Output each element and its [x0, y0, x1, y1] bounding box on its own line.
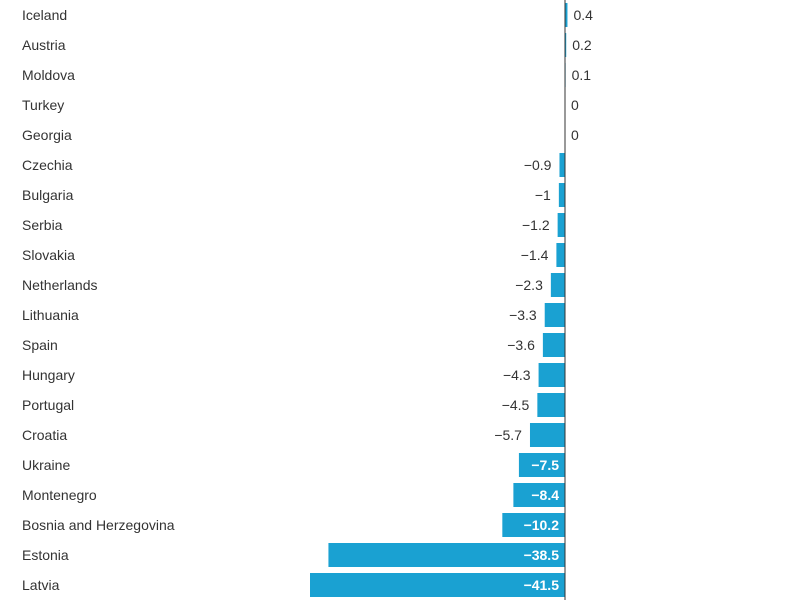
bar-portugal	[537, 393, 565, 417]
category-label-lithuania: Lithuania	[22, 307, 79, 323]
category-label-portugal: Portugal	[22, 397, 74, 413]
value-label-ukraine: −7.5	[531, 457, 559, 473]
value-label-austria: 0.2	[572, 37, 592, 53]
bar-serbia	[557, 213, 565, 237]
category-label-hungary: Hungary	[22, 367, 75, 383]
category-label-turkey: Turkey	[22, 97, 64, 113]
value-label-turkey: 0	[571, 97, 579, 113]
category-label-spain: Spain	[22, 337, 58, 353]
bar-austria	[565, 33, 567, 57]
value-label-croatia: −5.7	[494, 427, 522, 443]
category-label-slovakia: Slovakia	[22, 247, 75, 263]
category-label-ukraine: Ukraine	[22, 457, 70, 473]
category-label-netherlands: Netherlands	[22, 277, 98, 293]
bar-slovakia	[556, 243, 565, 267]
bar-croatia	[529, 423, 565, 447]
category-label-serbia: Serbia	[22, 217, 63, 233]
category-label-croatia: Croatia	[22, 427, 67, 443]
bar-montenegro	[513, 483, 565, 507]
bar-bulgaria	[558, 183, 565, 207]
bar-latvia	[310, 573, 565, 597]
bar-lithuania	[544, 303, 565, 327]
category-label-estonia: Estonia	[22, 547, 69, 563]
category-label-austria: Austria	[22, 37, 66, 53]
category-label-moldova: Moldova	[22, 67, 75, 83]
value-label-bulgaria: −1	[535, 187, 551, 203]
value-label-portugal: −4.5	[502, 397, 530, 413]
value-label-estonia: −38.5	[524, 547, 560, 563]
bar-hungary	[538, 363, 565, 387]
bar-bosnia-and-herzegovina	[502, 513, 565, 537]
value-label-montenegro: −8.4	[531, 487, 559, 503]
category-label-montenegro: Montenegro	[22, 487, 97, 503]
category-label-georgia: Georgia	[22, 127, 72, 143]
value-label-latvia: −41.5	[524, 577, 560, 593]
bar-estonia	[328, 543, 565, 567]
bar-spain	[542, 333, 565, 357]
category-label-iceland: Iceland	[22, 7, 67, 23]
value-label-georgia: 0	[571, 127, 579, 143]
value-label-spain: −3.6	[507, 337, 535, 353]
category-label-bulgaria: Bulgaria	[22, 187, 74, 203]
bar-ukraine	[518, 453, 565, 477]
category-label-bosnia-and-herzegovina: Bosnia and Herzegovina	[22, 517, 175, 533]
value-label-bosnia-and-herzegovina: −10.2	[524, 517, 560, 533]
bar-czechia	[559, 153, 565, 177]
value-label-lithuania: −3.3	[509, 307, 537, 323]
category-label-czechia: Czechia	[22, 157, 73, 173]
value-label-hungary: −4.3	[503, 367, 531, 383]
value-label-slovakia: −1.4	[521, 247, 549, 263]
value-label-moldova: 0.1	[572, 67, 592, 83]
value-label-netherlands: −2.3	[515, 277, 543, 293]
bar-netherlands	[550, 273, 565, 297]
bar-iceland	[565, 3, 568, 27]
category-label-latvia: Latvia	[22, 577, 60, 593]
value-label-iceland: 0.4	[573, 7, 593, 23]
value-label-czechia: −0.9	[524, 157, 552, 173]
value-label-serbia: −1.2	[522, 217, 550, 233]
